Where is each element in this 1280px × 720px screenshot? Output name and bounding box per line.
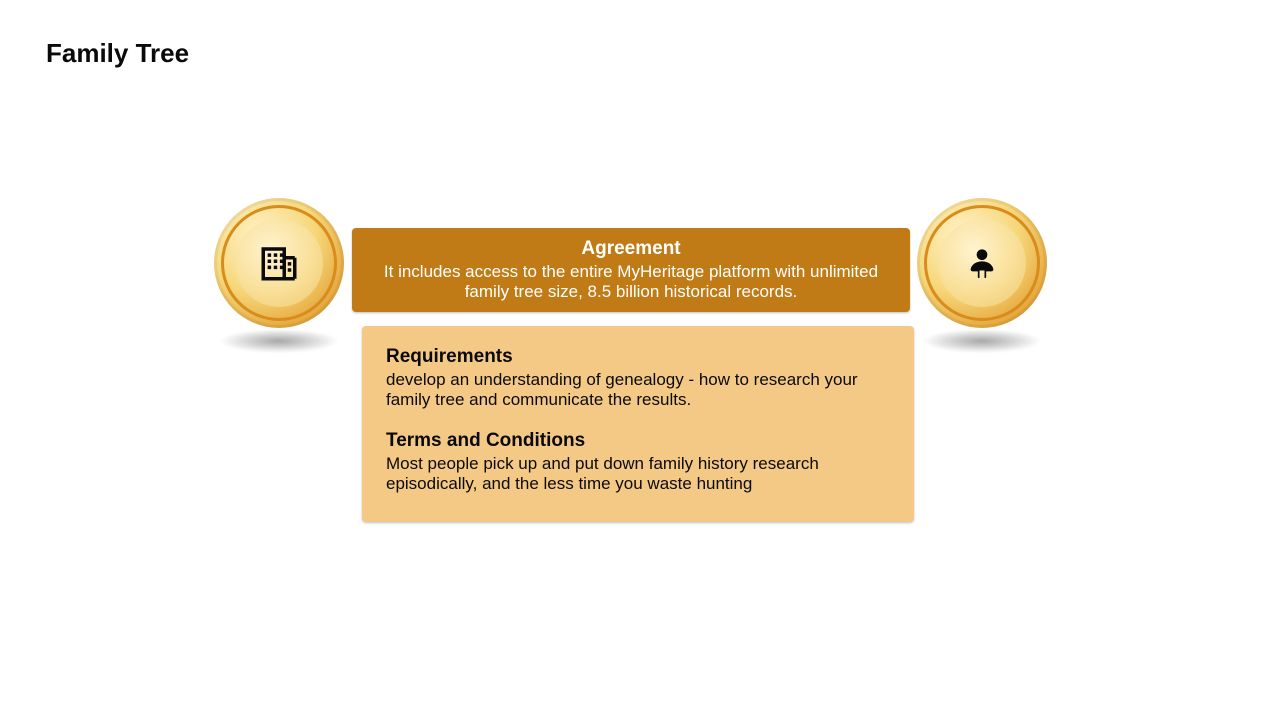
medallion-ring-left xyxy=(221,205,337,321)
details-panel: Requirements develop an understanding of… xyxy=(362,326,914,522)
medallion-shadow-right xyxy=(922,329,1042,353)
agreement-title: Agreement xyxy=(382,238,880,260)
terms-body: Most people pick up and put down family … xyxy=(386,454,890,494)
slide-canvas: Family Tree xyxy=(0,0,1280,720)
page-title: Family Tree xyxy=(46,38,189,69)
requirements-title: Requirements xyxy=(386,346,890,368)
requirements-body: develop an understanding of genealogy - … xyxy=(386,370,890,410)
medallion-inner-left xyxy=(235,219,323,307)
building-icon xyxy=(258,242,300,284)
medallion-right xyxy=(917,198,1047,328)
medallion-left xyxy=(214,198,344,328)
agreement-panel: Agreement It includes access to the enti… xyxy=(352,228,910,312)
medallion-shadow-left xyxy=(219,329,339,353)
medallion-ring-right xyxy=(924,205,1040,321)
person-icon xyxy=(962,243,1002,283)
agreement-body: It includes access to the entire MyHerit… xyxy=(382,262,880,302)
medallion-inner-right xyxy=(938,219,1026,307)
terms-title: Terms and Conditions xyxy=(386,430,890,452)
